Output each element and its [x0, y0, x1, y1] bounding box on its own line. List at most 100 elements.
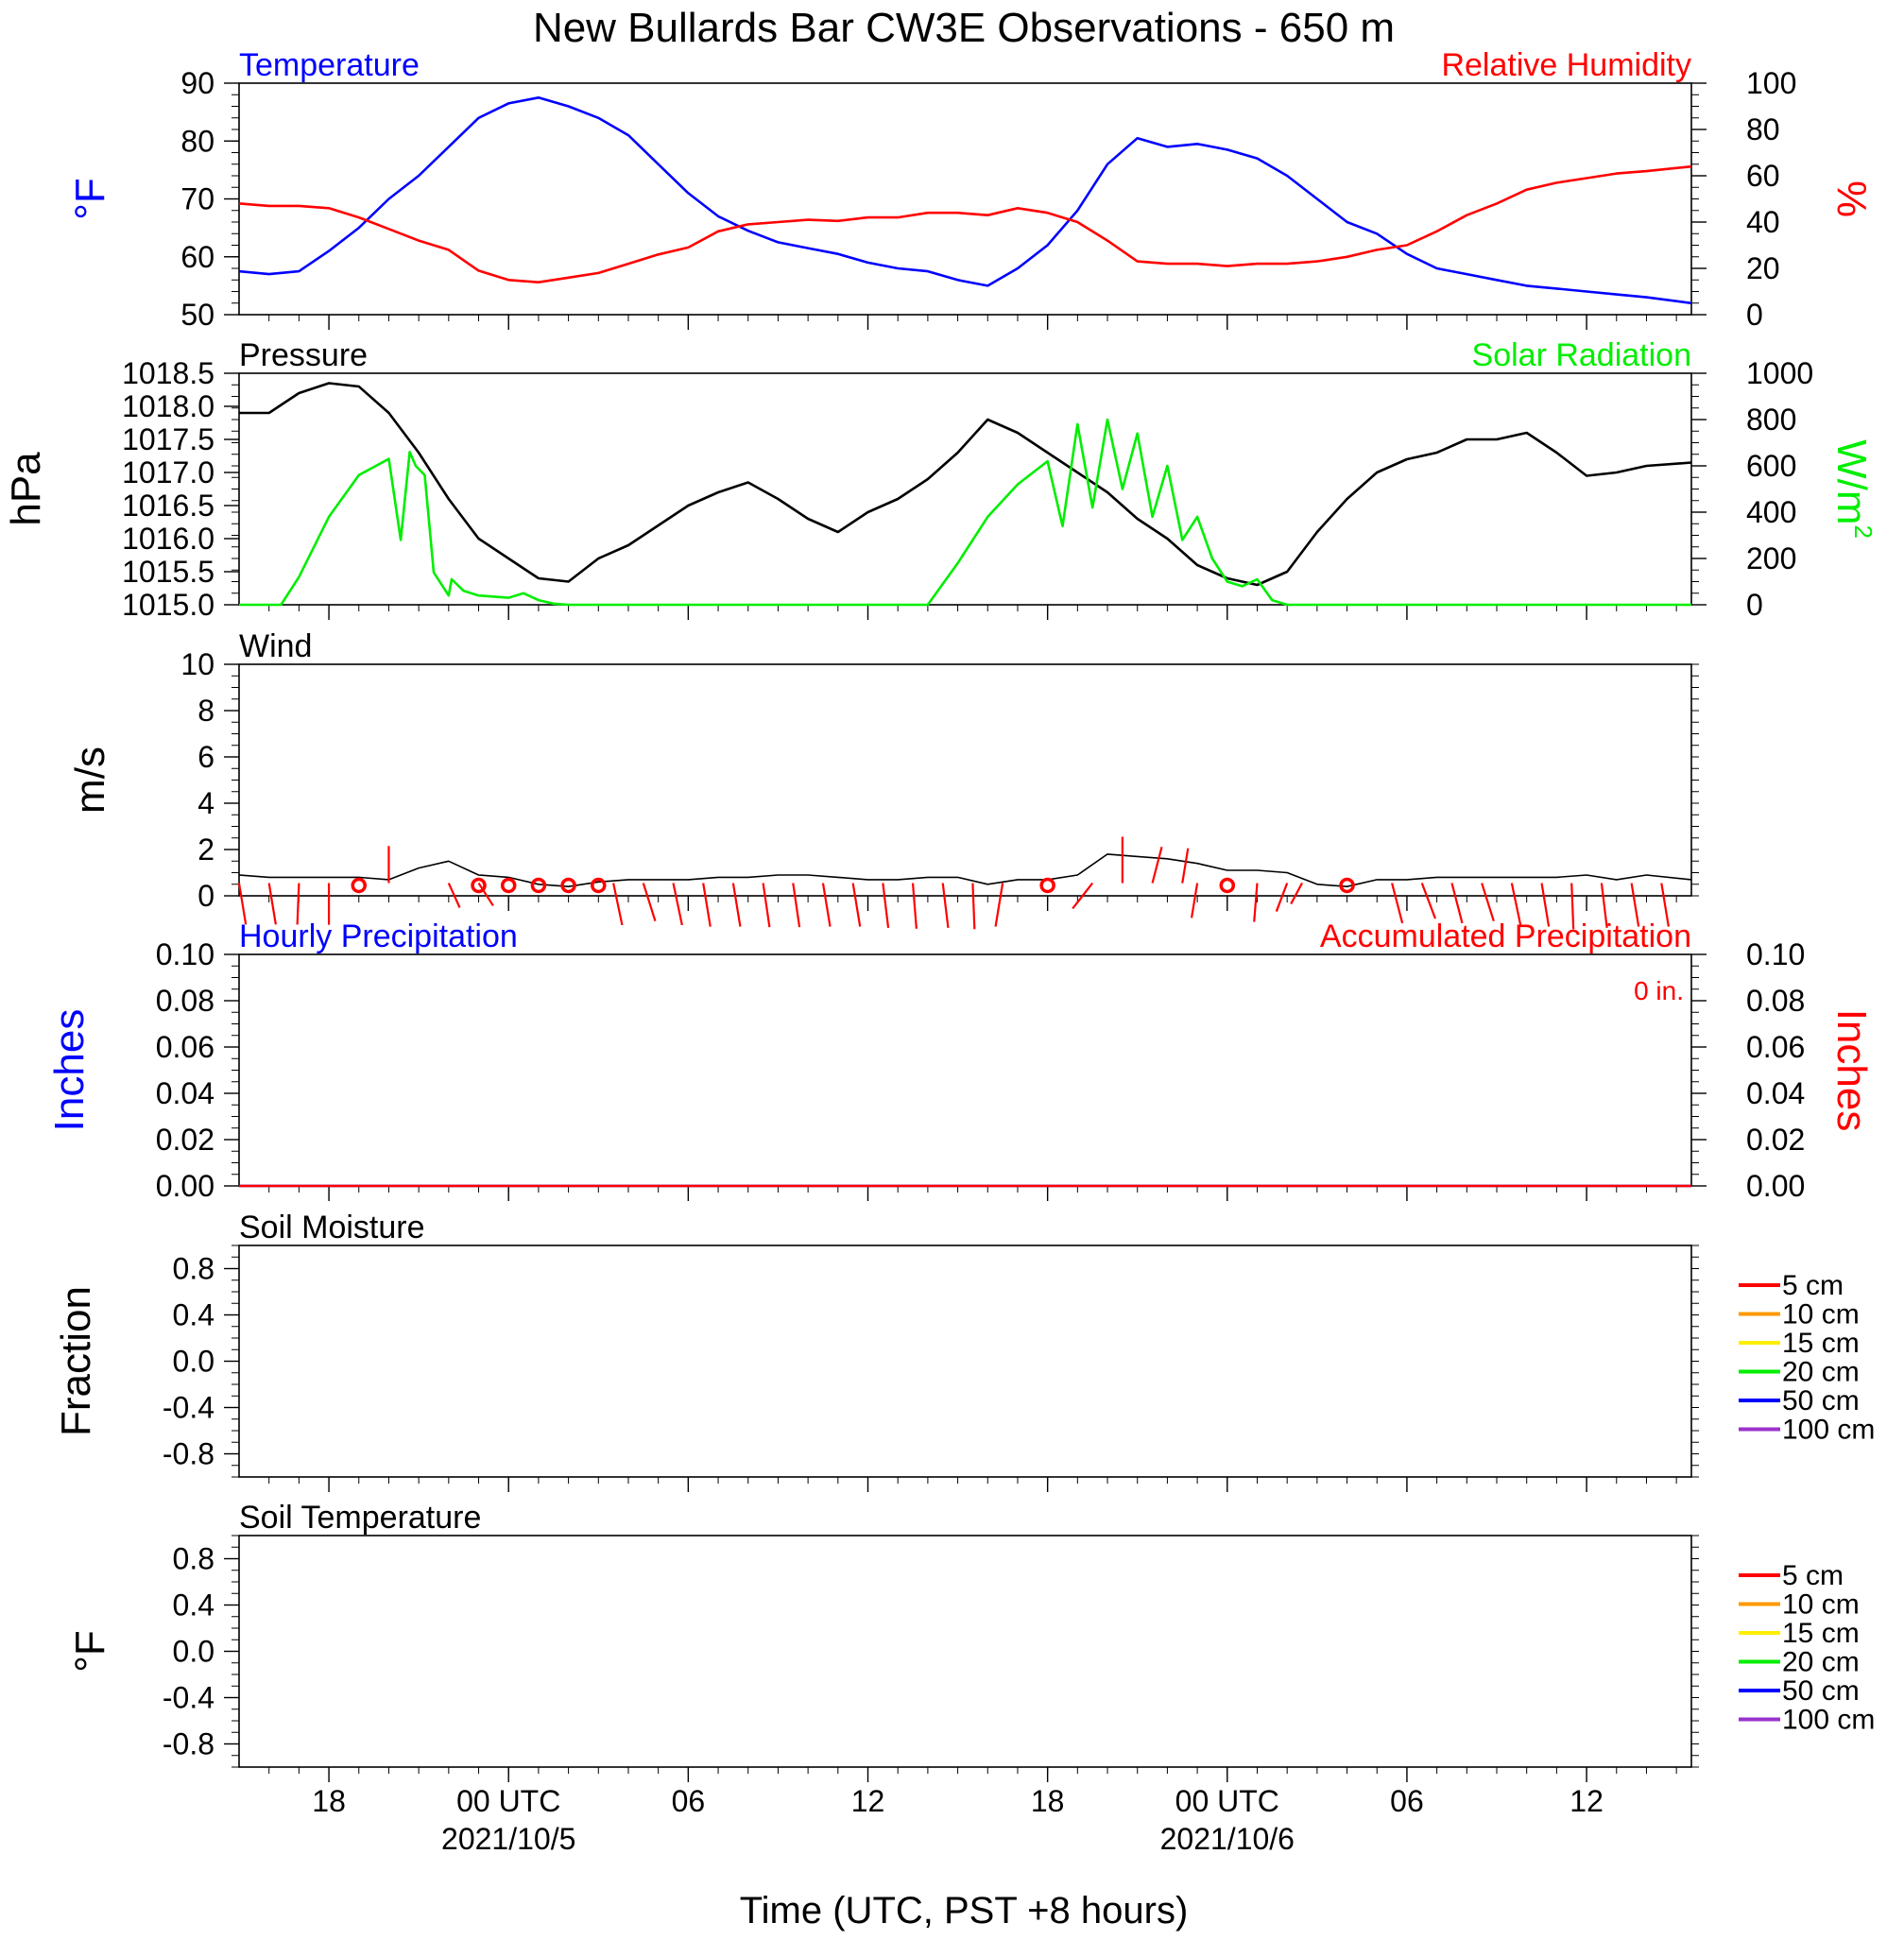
x-axis-title: Time (UTC, PST +8 hours) — [740, 1890, 1189, 1931]
wind-barb — [994, 883, 1004, 927]
y-tick-label-right: 100 — [1746, 66, 1796, 100]
calm-wind-marker — [1219, 877, 1236, 894]
legend-label: 20 cm — [1782, 1647, 1860, 1678]
wind-barb — [672, 883, 683, 926]
calm-wind-marker — [530, 877, 547, 894]
wind-barb — [911, 883, 918, 929]
wind-barb — [1253, 883, 1259, 922]
wind-barb — [1181, 848, 1190, 884]
panel-title-left: Pressure — [239, 337, 368, 373]
y-tick-label-left: 1018.0 — [122, 389, 214, 423]
y-tick-label-left: 0.06 — [156, 1030, 214, 1064]
x-tick-label: 06 — [672, 1784, 706, 1818]
x-tick-date-label: 2021/10/5 — [441, 1822, 575, 1856]
y-tick-label-left: 90 — [180, 66, 214, 100]
panel-wind: 0 2 4 6 8 10 Wind m/s — [67, 628, 1699, 930]
wind-barb — [1660, 883, 1670, 927]
series-line-wind-speed — [238, 853, 1692, 888]
panel-temp_rh: 50 60 70 80 90 0 20 40 60 80 100 Temperature Relativ… — [67, 47, 1875, 332]
y-tick-label-left: 0.8 — [173, 1542, 214, 1576]
y-tick-label-right: 60 — [1746, 159, 1780, 193]
panel-title-right: Accumulated Precipitation — [1320, 918, 1691, 954]
wind-barb — [267, 883, 277, 925]
series-line-relative-humidity — [238, 164, 1692, 284]
legend-label: 50 cm — [1782, 1385, 1860, 1416]
y-tick-label-right: 0.10 — [1746, 937, 1805, 971]
legend-label: 15 cm — [1782, 1618, 1860, 1649]
y-tick-label-left: 8 — [197, 694, 214, 728]
y-tick-label-left: 80 — [180, 124, 214, 158]
y-axis-title-right: W/m2 — [1828, 439, 1878, 539]
legend-label: 50 cm — [1782, 1675, 1860, 1707]
y-tick-label-right: 80 — [1746, 112, 1780, 146]
legend-label: 5 cm — [1782, 1560, 1844, 1591]
y-tick-label-right: 0 — [1746, 298, 1763, 332]
y-tick-label-left: -0.8 — [163, 1727, 214, 1761]
wind-barb — [477, 882, 494, 907]
wind-barb — [1630, 883, 1640, 927]
y-axis-title-right: % — [1828, 180, 1875, 217]
wind-barb — [882, 883, 890, 928]
y-axis-title-right: Inches — [1828, 1009, 1875, 1132]
y-tick-label-right: 0.02 — [1746, 1123, 1805, 1157]
y-tick-label-left: 1018.5 — [122, 356, 214, 390]
y-tick-label-left: 1015.5 — [122, 555, 214, 589]
wind-barb — [1190, 883, 1199, 918]
wind-barb — [1540, 883, 1551, 927]
calm-wind-marker — [1339, 877, 1355, 894]
panel-title-left: Wind — [239, 628, 312, 664]
y-tick-label-right: 800 — [1746, 403, 1796, 437]
wind-barb — [821, 883, 832, 927]
y-tick-label-left: 10 — [180, 647, 214, 681]
x-tick-date-label: 2021/10/6 — [1160, 1822, 1295, 1856]
y-tick-label-left: 0.0 — [173, 1635, 214, 1669]
wind-barb — [1600, 883, 1608, 928]
wind-barb — [792, 883, 801, 928]
wind-barb — [1450, 883, 1464, 924]
plot-frame — [238, 82, 1692, 316]
y-axis-title-left: °F — [67, 1630, 113, 1672]
legend-label: 15 cm — [1782, 1328, 1860, 1359]
x-tick-label: 18 — [312, 1784, 346, 1818]
calm-wind-marker — [591, 877, 607, 894]
plot-frame — [238, 953, 1692, 1187]
series-line-solar-radiation — [239, 418, 1691, 607]
panel-soil_moisture: -0.8 -0.4 0.0 0.4 0.8 Soil Moisture Fraction 5 … — [53, 1210, 1875, 1492]
plot-frame — [238, 1245, 1692, 1478]
y-tick-label-left: 0 — [197, 879, 214, 913]
y-tick-label-left: 6 — [197, 740, 214, 774]
calm-wind-marker — [500, 877, 517, 894]
panel-title-left: Hourly Precipitation — [239, 918, 518, 954]
wind-barb — [1481, 883, 1495, 921]
y-tick-label-left: 1017.5 — [122, 422, 214, 456]
wind-barb — [612, 883, 624, 926]
x-tick-label: 06 — [1390, 1784, 1424, 1818]
y-tick-label-left: 70 — [180, 182, 214, 216]
wind-barb — [1570, 883, 1575, 930]
y-tick-label-right: 0 — [1746, 588, 1763, 622]
y-tick-label-right: 0.04 — [1746, 1076, 1805, 1110]
panel-pressure_solar: 1015.01015.51016.01016.51017.01017.51018… — [3, 337, 1878, 622]
legend-label: 100 cm — [1782, 1705, 1875, 1736]
series-line-pressure — [239, 382, 1692, 587]
wind-barb — [642, 883, 657, 921]
y-tick-label-right: 200 — [1746, 541, 1796, 575]
y-tick-label-right: 0.06 — [1746, 1030, 1805, 1064]
y-axis-title-left: °F — [67, 178, 113, 219]
panel-title-left: Temperature — [239, 47, 420, 83]
y-tick-label-left: 1016.0 — [122, 522, 214, 556]
y-axis-title-left: m/s — [67, 747, 113, 814]
wind-barb — [731, 883, 742, 927]
y-tick-label-left: 0.0 — [173, 1345, 214, 1379]
y-tick-label-left: 0.4 — [173, 1588, 214, 1622]
plot-frame — [238, 1535, 1692, 1768]
y-axis-title-left: Inches — [46, 1009, 93, 1132]
accumulated-total: 0 in. — [1634, 976, 1684, 1005]
y-tick-label-right: 0.00 — [1746, 1169, 1805, 1203]
legend-label: 20 cm — [1782, 1357, 1860, 1388]
plot-frame — [238, 663, 1692, 897]
calm-wind-marker — [471, 877, 487, 894]
legend-label: 5 cm — [1782, 1270, 1844, 1301]
